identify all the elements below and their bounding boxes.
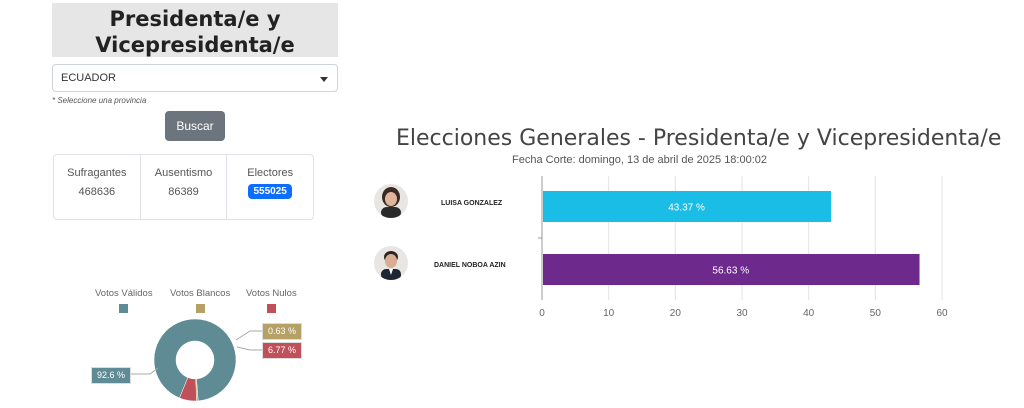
- x-tick-label-10: 10: [603, 308, 615, 319]
- province-select[interactable]: ECUADOR: [52, 64, 338, 92]
- legend-blancos-label: Votos Blancos: [170, 288, 231, 299]
- stat-electores: Electores 555025: [227, 155, 313, 219]
- donut-slice-nulos[interactable]: [179, 377, 197, 402]
- candidate-name-noboa: DANIEL NOBOA AZIN: [434, 262, 506, 269]
- legend-nulos-swatch: [266, 304, 276, 313]
- x-tick-label-40: 40: [803, 308, 815, 319]
- legend-blancos[interactable]: Votos Blancos: [170, 288, 230, 313]
- legend-nulos-label: Votos Nulos: [246, 288, 297, 299]
- stat-electores-label: Electores: [247, 167, 294, 179]
- page-title: Presidenta/e y Vicepresidenta/e: [52, 3, 338, 57]
- x-tick-label-50: 50: [870, 308, 882, 319]
- province-hint: * Seleccione una provincia: [52, 96, 147, 105]
- stats-panel: Sufragantes 468636 Ausentismo 86389 Elec…: [53, 154, 314, 220]
- stat-electores-badge: 555025: [248, 184, 292, 199]
- legend-blancos-swatch: [195, 304, 205, 313]
- stat-sufragantes-value: 468636: [78, 186, 116, 198]
- legend-validos-swatch: [119, 304, 129, 313]
- page-title-text: Presidenta/e y Vicepresidenta/e: [95, 7, 295, 57]
- x-tick-label-30: 30: [736, 308, 748, 319]
- votes-donut-chart: [153, 318, 237, 402]
- donut-label-nulos: 6.77 %: [262, 342, 303, 359]
- bar-noboa-value-label: 56.63 %: [712, 266, 749, 277]
- search-button[interactable]: Buscar: [165, 111, 225, 141]
- bar-noboa[interactable]: [543, 254, 920, 285]
- bar-gonzalez-value-label: 43.37 %: [668, 203, 705, 214]
- bar-gonzalez[interactable]: [543, 191, 832, 222]
- legend-validos[interactable]: Votos Válidos: [95, 288, 153, 313]
- donut-label-blancos: 0.63 %: [262, 323, 303, 340]
- x-tick-label-0: 0: [539, 308, 545, 319]
- x-tick-label-20: 20: [670, 308, 682, 319]
- legend-nulos[interactable]: Votos Nulos: [246, 288, 297, 313]
- x-tick-label-60: 60: [936, 308, 948, 319]
- chart-subtitle: Fecha Corte: domingo, 13 de abril de 202…: [512, 154, 768, 166]
- stat-ausentismo-label: Ausentismo: [154, 167, 213, 179]
- chart-title: Elecciones Generales - Presidenta/e y Vi…: [396, 126, 1002, 151]
- candidate-photo-noboa: [374, 246, 408, 280]
- donut-slice-validos[interactable]: [153, 318, 237, 402]
- stat-sufragantes: Sufragantes 468636: [54, 155, 141, 219]
- donut-label-validos: 92.6 %: [91, 367, 132, 384]
- stat-ausentismo-value: 86389: [168, 186, 199, 198]
- stat-sufragantes-label: Sufragantes: [67, 167, 127, 179]
- chevron-down-icon: [320, 77, 328, 82]
- province-select-value: ECUADOR: [61, 72, 117, 84]
- stat-ausentismo: Ausentismo 86389: [141, 155, 228, 219]
- candidate-photo-gonzalez: [374, 184, 408, 218]
- candidates-bar-chart: 43.37 % 56.63 % 0 10 20 30 40 50 60: [538, 176, 948, 319]
- legend-validos-label: Votos Válidos: [95, 288, 153, 299]
- candidate-name-gonzalez: LUISA GONZALEZ: [441, 200, 503, 207]
